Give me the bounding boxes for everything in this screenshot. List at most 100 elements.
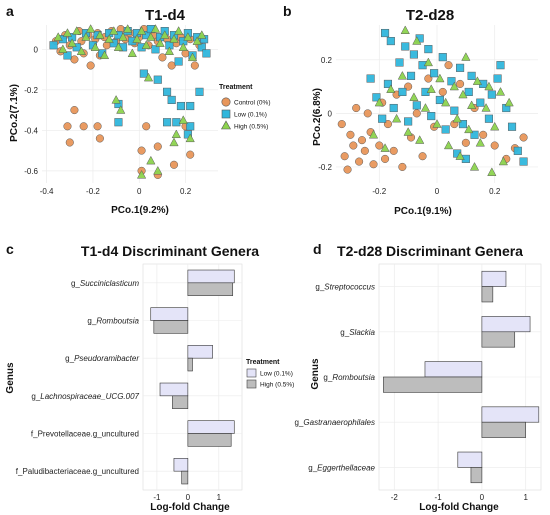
panel-b-point-high (386, 84, 396, 93)
panel-a-point-low (109, 39, 118, 48)
panel-b-point-control (389, 146, 398, 155)
panel-c-ylabel: Genus (5, 362, 16, 394)
panel-b-point-high (420, 103, 431, 112)
panel-b-point-low (383, 79, 392, 88)
panel-a-point-high (53, 32, 63, 41)
panel-d-x-tick-label: -1 (435, 493, 443, 502)
panel-b-y-tick-label: 0 (328, 109, 333, 118)
panel-b-xlabel: PCo.1(9.1%) (394, 206, 452, 217)
panel-b-point-control (456, 79, 465, 88)
panel-b-point-high (423, 57, 433, 67)
panel-a-point-control (95, 134, 104, 143)
panel-d-x-tick-label: 1 (523, 493, 528, 502)
panel-c-bar-low (187, 345, 213, 359)
panel-b-point-high (409, 92, 419, 101)
panel-a-point-low (186, 122, 195, 131)
panel-a-point-low (186, 101, 195, 111)
panel-a-point-control (186, 150, 195, 159)
panel-c-bar-high (181, 470, 189, 485)
panel-d-genus-label: g_Eggerthellaceae (308, 463, 375, 472)
legend-marker-control (221, 97, 231, 107)
panel-c-bar-high (187, 357, 193, 372)
panel-b-point-high (495, 87, 506, 96)
panel-b-point-control (381, 154, 390, 163)
panel-a-point-control (137, 146, 146, 155)
panel-a-point-high (178, 42, 188, 51)
panel-b-point-high (490, 121, 500, 131)
panel-b-point-high (435, 73, 445, 83)
panel-c-xlabel: Log-fold Change (150, 502, 230, 513)
panel-a-point-high (76, 46, 86, 55)
panel-a-point-high (169, 137, 179, 147)
panel-a-point-control (79, 122, 88, 131)
panel-a-point-high (86, 24, 96, 33)
panel-c-x-tick-label: 1 (217, 493, 222, 502)
panel-b-point-high (412, 36, 422, 45)
panel-b-point-control (343, 165, 352, 174)
panel-a-x-tick-label: 0.2 (180, 187, 192, 196)
panel-c-bar-high (187, 282, 234, 296)
panel-d-genus-label: g_Romboutsia (323, 373, 375, 382)
panel-b-point-high (391, 113, 402, 123)
panel-d-x-tick-label: -2 (391, 493, 399, 502)
panel-a-y-tick-label: 0 (34, 45, 39, 54)
panel-b-point-high (455, 151, 465, 160)
panel-a-point-high (81, 32, 91, 41)
panel-d-bar-low (481, 316, 531, 333)
panel-b-point-high (397, 70, 407, 80)
bar-legend-label-low: Low (0.1%) (260, 371, 293, 378)
panel-d-bar-low (424, 361, 483, 378)
panel-b-point-control (360, 146, 369, 155)
panel-a-point-high (164, 46, 174, 55)
panel-b-point-low (424, 45, 433, 54)
panel-a-point-high (143, 72, 154, 82)
bar-legend-swatch-low (246, 368, 257, 378)
panel-b-point-low (496, 61, 505, 70)
panel-d-bar-low (481, 406, 540, 423)
panel-b-x-tick-label: 0 (435, 187, 440, 196)
panel-b-point-control (490, 141, 499, 150)
panel-a-ylabel: PCo.2(7.1%) (9, 84, 20, 142)
panel-a-point-low (195, 87, 204, 96)
panel-c-genus-label: f_Prevotellaceae.g_uncultured (31, 430, 139, 439)
panel-a-point-low (167, 95, 176, 104)
panel-c-bar-low (173, 458, 189, 472)
panel-b-point-low (401, 42, 410, 51)
panel-a-point-control (142, 122, 151, 131)
panel-b-point-low (378, 114, 387, 123)
panel-c-title: T1-d4 Discriminant Genera (81, 243, 259, 259)
panel-b-point-low (366, 74, 375, 83)
panel-b-point-high (464, 124, 474, 134)
panel-a-point-high (141, 40, 151, 49)
panel-b-point-high (380, 143, 390, 152)
panel-a-point-high (62, 28, 73, 37)
panel-b-point-low (430, 69, 439, 78)
panel-c-bar-high (153, 320, 189, 334)
legend-label-low: Low (0.1%) (234, 112, 267, 119)
panel-b-point-control (349, 141, 358, 150)
panel-a-point-high (132, 34, 142, 43)
panel-b-point-high (452, 113, 462, 123)
panel-a-point-low (202, 49, 211, 58)
panel-b-point-high (368, 129, 379, 139)
panel-b-point-high (467, 100, 477, 109)
panel-c-genus-label: g_Pseudoramibacter (65, 354, 139, 363)
panel-c-genus-label: g_Succiniclasticum (71, 279, 139, 288)
panel-a-point-high (72, 26, 82, 35)
panel-a-point-low (163, 118, 172, 127)
panel-b-point-low (484, 114, 493, 123)
panel-a-point-low (172, 118, 181, 127)
panel-b-point-high (484, 81, 494, 91)
panel-b-point-control (438, 87, 447, 96)
panel-b-point-high (400, 25, 410, 35)
panel-b-point-control (418, 152, 427, 161)
panel-a-point-low (151, 45, 160, 54)
panel-b-point-low (389, 103, 398, 113)
panel-d-x-tick-label: 0 (480, 493, 485, 502)
panel-b-y-tick-label: -0.2 (318, 163, 332, 172)
bar-legend-title: Treatment (246, 359, 280, 366)
panel-d-bar-low (457, 451, 483, 468)
panel-c-genus-label: f_Paludibacteriaceae.g_uncultured (16, 467, 139, 476)
panel-b-point-low (412, 101, 421, 110)
panel-d-bar-chart: -2 -1 0 1 g_Streptococcus g_Slackia g_Rombouts… (294, 263, 542, 502)
